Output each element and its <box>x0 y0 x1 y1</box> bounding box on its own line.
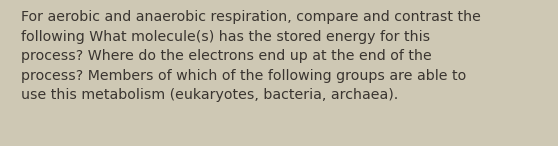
Text: For aerobic and anaerobic respiration, compare and contrast the
following What m: For aerobic and anaerobic respiration, c… <box>21 10 481 102</box>
